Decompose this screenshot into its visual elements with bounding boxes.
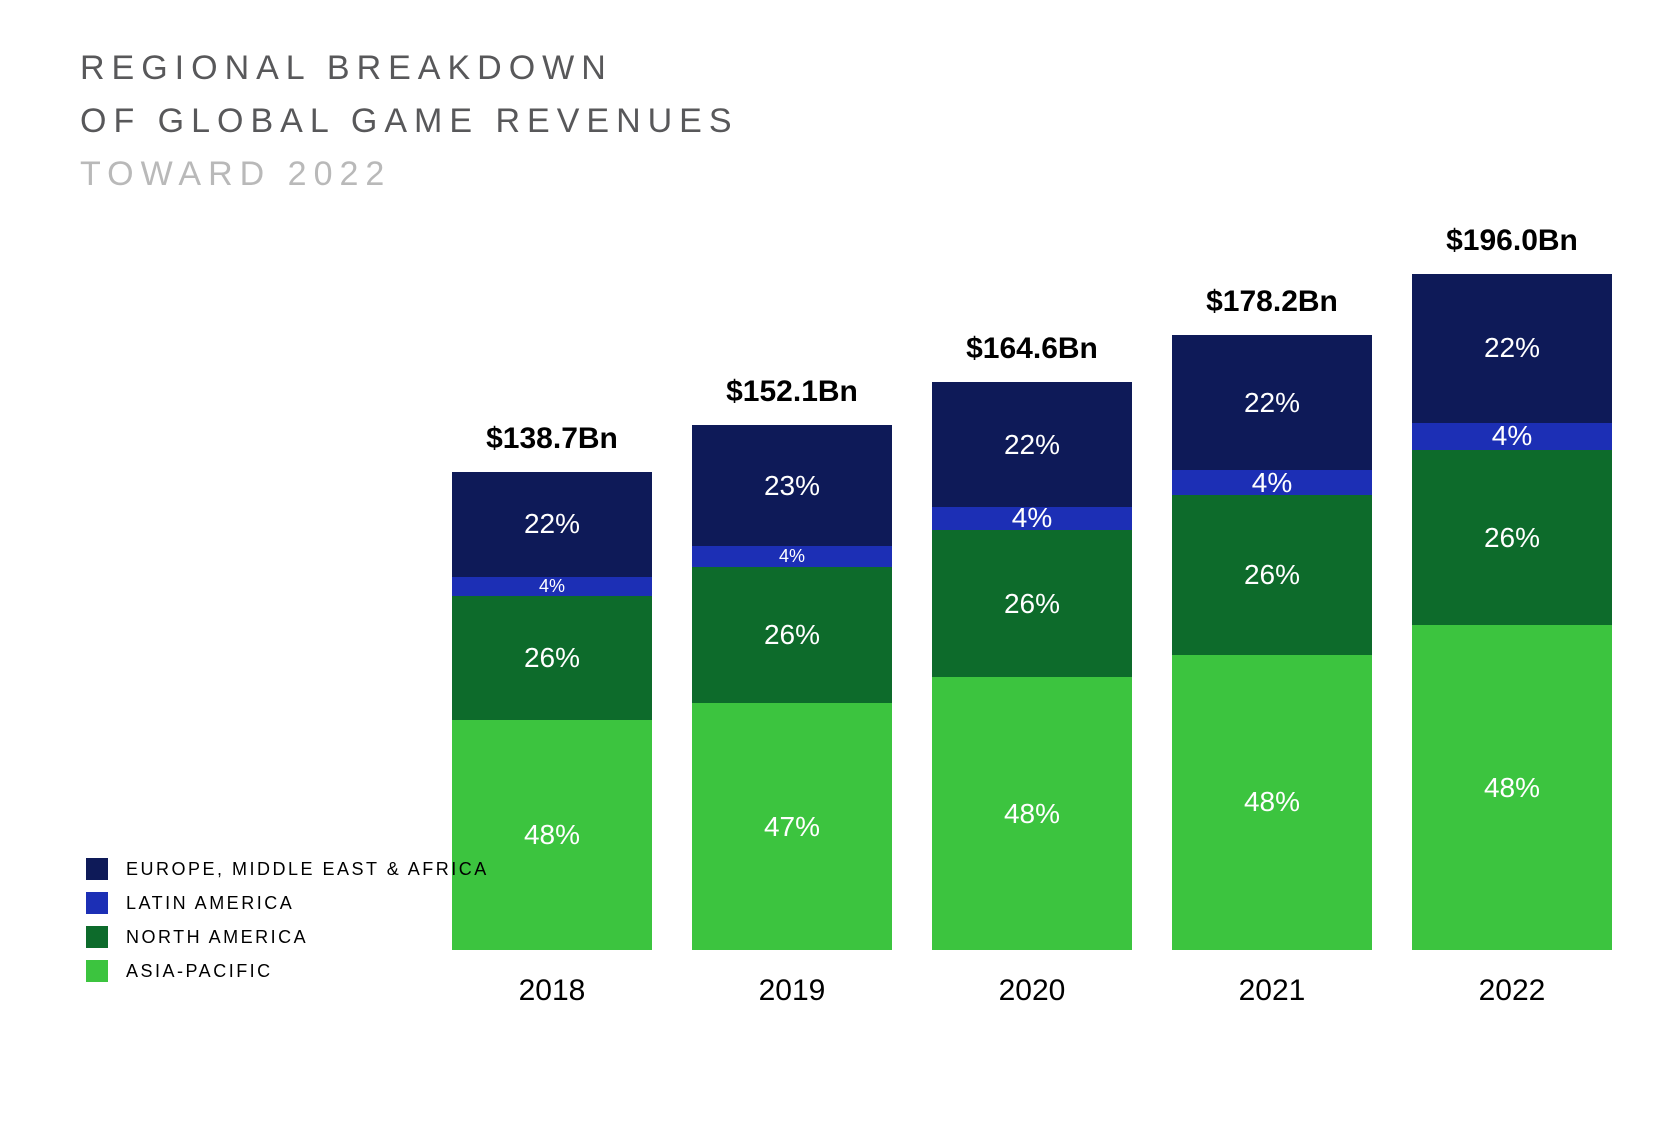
bar-segment-na: 26% [1172,495,1372,655]
bar-segment-label: 47% [764,811,820,843]
bar-column: $196.0Bn 22% 4% 26% 48% 2022 [1412,224,1612,1008]
revenue-chart: $138.7Bn 22% 4% 26% 48% 2018 $152.1Bn 23% 4% 26% 4… [452,268,1612,1068]
title-block: REGIONAL BREAKDOWN OF GLOBAL GAME REVENU… [80,42,1594,194]
bar-segment-label: 26% [1484,522,1540,554]
bar-stack: 22% 4% 26% 48% [932,382,1132,950]
bar-segment-apac: 48% [1172,655,1372,950]
page: REGIONAL BREAKDOWN OF GLOBAL GAME REVENU… [0,0,1674,1128]
bar-column: $178.2Bn 22% 4% 26% 48% 2021 [1172,285,1372,1008]
bar-segment-na: 26% [452,596,652,720]
bar-segment-label: 22% [1484,332,1540,364]
bar-segment-label: 26% [1244,559,1300,591]
legend-swatch [86,858,108,880]
legend-swatch [86,892,108,914]
bar-segment-emea: 22% [452,472,652,577]
bar-total-label: $196.0Bn [1446,224,1578,258]
legend-swatch [86,926,108,948]
bar-segment-na: 26% [692,567,892,703]
bar-segment-label: 22% [1004,429,1060,461]
title-line-1: REGIONAL BREAKDOWN [80,42,1594,95]
bar-segment-latam: 4% [932,507,1132,530]
x-axis-label: 2022 [1479,974,1546,1008]
legend-item: EUROPE, MIDDLE EAST & AFRICA [86,858,489,880]
bar-segment-na: 26% [932,530,1132,678]
x-axis-label: 2018 [519,974,586,1008]
bar-total-label: $164.6Bn [966,332,1098,366]
legend-item: NORTH AMERICA [86,926,489,948]
bar-segment-label: 48% [1484,772,1540,804]
title-line-2: OF GLOBAL GAME REVENUES [80,95,1594,148]
bar-segment-emea: 22% [1412,274,1612,423]
bar-segment-label: 48% [1004,798,1060,830]
bar-segment-latam: 4% [1412,423,1612,450]
bar-segment-label: 22% [524,508,580,540]
subtitle: TOWARD 2022 [80,155,1594,194]
x-axis-label: 2019 [759,974,826,1008]
bar-segment-label: 26% [764,619,820,651]
bar-total-label: $152.1Bn [726,375,858,409]
x-axis-label: 2021 [1239,974,1306,1008]
legend-label: NORTH AMERICA [126,927,308,948]
bar-stack: 22% 4% 26% 48% [1172,335,1372,950]
bar-segment-apac: 48% [1412,625,1612,950]
bar-segment-emea: 22% [932,382,1132,507]
legend-label: EUROPE, MIDDLE EAST & AFRICA [126,859,489,880]
bar-segment-label: 4% [1492,420,1532,452]
bar-segment-emea: 22% [1172,335,1372,470]
legend-item: LATIN AMERICA [86,892,489,914]
bar-segment-label: 4% [539,576,565,597]
bar-segment-na: 26% [1412,450,1612,626]
legend-label: ASIA-PACIFIC [126,961,273,982]
bar-column: $164.6Bn 22% 4% 26% 48% 2020 [932,332,1132,1008]
bar-column: $152.1Bn 23% 4% 26% 47% 2019 [692,375,892,1008]
bar-segment-latam: 4% [692,546,892,567]
bar-segment-label: 26% [524,642,580,674]
bar-segment-apac: 48% [932,677,1132,950]
legend-swatch [86,960,108,982]
legend: EUROPE, MIDDLE EAST & AFRICA LATIN AMERIC… [86,858,489,994]
bar-segment-label: 48% [524,819,580,851]
bar-segment-label: 26% [1004,588,1060,620]
bar-stack: 22% 4% 26% 48% [1412,274,1612,950]
legend-item: ASIA-PACIFIC [86,960,489,982]
bar-segment-label: 4% [1252,467,1292,499]
bar-segment-label: 22% [1244,387,1300,419]
x-axis-label: 2020 [999,974,1066,1008]
bar-segment-label: 48% [1244,786,1300,818]
bar-segment-emea: 23% [692,425,892,546]
bar-segment-label: 4% [779,546,805,567]
bar-segment-latam: 4% [452,577,652,596]
bars-container: $138.7Bn 22% 4% 26% 48% 2018 $152.1Bn 23% 4% 26% 4… [452,268,1612,1008]
bar-total-label: $178.2Bn [1206,285,1338,319]
bar-segment-label: 23% [764,470,820,502]
bar-segment-latam: 4% [1172,470,1372,495]
bar-segment-apac: 47% [692,703,892,950]
bar-total-label: $138.7Bn [486,422,618,456]
bar-stack: 23% 4% 26% 47% [692,425,892,950]
legend-label: LATIN AMERICA [126,893,294,914]
